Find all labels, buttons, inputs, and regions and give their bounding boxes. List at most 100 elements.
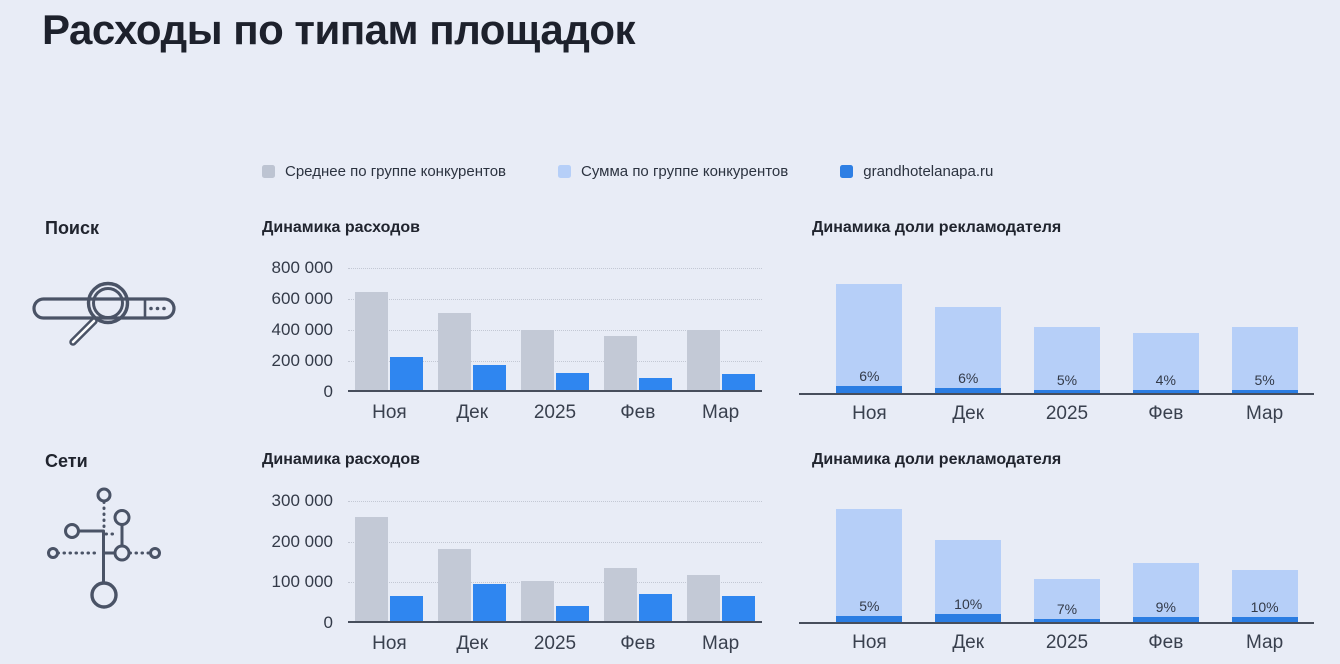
x-axis-label-2025: 2025	[533, 402, 577, 423]
x-axis-label-Дек: Дек	[456, 633, 489, 654]
bar-competitor-sum-Дек	[935, 306, 1002, 388]
y-axis-tick: 0	[323, 382, 333, 401]
y-axis-tick: 200 000	[271, 531, 333, 551]
advertiser-share-percent-Дек: 10%	[954, 595, 983, 612]
advertiser-share-percent-2025: 5%	[1056, 371, 1078, 388]
advertiser-share-percent-Фев: 9%	[1155, 598, 1176, 615]
page-title: Расходы по типам площадок	[42, 6, 636, 53]
x-axis-label-Мар: Мар	[702, 633, 740, 654]
legend-item-competitor-sum: Сумма по группе конкурентов	[558, 163, 788, 180]
x-axis-label-Мар: Мар	[702, 402, 740, 423]
x-axis-label-Фев: Фев	[620, 633, 656, 654]
x-axis-label-2025: 2025	[1045, 632, 1089, 653]
advertiser-share-percent-Мар: 10%	[1250, 598, 1279, 615]
bar-advertiser-share-2025	[1034, 619, 1100, 622]
x-axis-line	[799, 393, 1314, 395]
bar-competitor-sum-Ноя	[836, 284, 903, 387]
bar-competitor-average-Мар	[686, 575, 720, 621]
bar-competitor-sum-Ноя	[836, 509, 903, 617]
section-label-networks: Сети	[45, 451, 88, 471]
chart-title: Динамика расходов	[262, 451, 421, 468]
x-axis-line	[799, 622, 1314, 624]
bar-competitor-sum-Фев	[1132, 563, 1199, 617]
bar-competitor-average-2025	[521, 330, 554, 390]
legend-swatch-lightblue	[558, 165, 572, 178]
chart-title: Динамика доли рекламодателя	[812, 451, 1062, 468]
bar-advertiser-2025	[556, 606, 589, 621]
y-axis-tick: 600 000	[271, 289, 333, 308]
bar-competitor-sum-2025	[1034, 326, 1100, 390]
bar-competitor-average-Дек	[438, 313, 472, 390]
search-bar-icon	[32, 281, 176, 346]
legend-label: Сумма по группе конкурентов	[581, 163, 789, 180]
bar-advertiser-Дек	[473, 365, 507, 390]
x-axis-label-Фев: Фев	[620, 402, 656, 423]
bar-competitor-sum-2025	[1034, 579, 1100, 619]
chart-legend: Среднее по группе конкурентов Сумма по г…	[262, 163, 993, 180]
x-axis-label-Ноя: Ноя	[372, 402, 407, 423]
x-axis-label-Фев: Фев	[1148, 403, 1184, 424]
legend-swatch-blue	[840, 165, 854, 178]
y-axis-tick: 200 000	[271, 351, 333, 370]
bar-advertiser-Дек	[473, 583, 507, 621]
legend-swatch-gray	[262, 165, 275, 178]
bar-competitor-sum-Мар	[1231, 326, 1298, 390]
y-axis-tick: 300 000	[271, 491, 333, 510]
bar-advertiser-Ноя	[390, 357, 424, 390]
plot-area-search-expenses: 800 000 600 000 400 000 200 000 0 Ноя Дек 2025 Ф…	[272, 258, 762, 423]
legend-item-competitor-average: Среднее по группе конкурентов	[262, 163, 506, 180]
x-axis-label-2025: 2025	[533, 633, 577, 654]
plot-area-networks-share: 5% Ноя 10% Дек 7% 2025 9% Фев 10% Мар	[799, 503, 1314, 653]
bar-advertiser-2025	[556, 372, 589, 390]
x-axis-label-Мар: Мар	[1246, 632, 1284, 653]
bar-advertiser-share-Мар	[1231, 389, 1298, 393]
x-axis-label-Дек: Дек	[952, 632, 985, 653]
bar-competitor-sum-Фев	[1132, 333, 1199, 390]
x-axis-label-Ноя: Ноя	[852, 403, 887, 424]
x-axis-label-Мар: Мар	[1246, 403, 1284, 424]
bar-competitor-average-Фев	[603, 335, 637, 390]
x-axis-label-Дек: Дек	[456, 402, 489, 423]
chart-search-expenses: Динамика расходов 800 000 600 000 400 000 2…	[248, 216, 778, 426]
advertiser-share-percent-Фев: 4%	[1155, 372, 1176, 388]
bar-competitor-average-Мар	[686, 330, 720, 390]
gridline	[348, 541, 762, 543]
x-axis-label-2025: 2025	[1045, 403, 1089, 424]
bar-competitor-average-Дек	[438, 549, 472, 621]
bar-competitor-average-Ноя	[355, 292, 389, 390]
bar-competitor-average-Ноя	[355, 517, 389, 621]
section-label-search: Поиск	[45, 218, 100, 238]
x-axis-label-Ноя: Ноя	[852, 632, 887, 653]
advertiser-share-percent-Ноя: 5%	[859, 598, 880, 615]
chart-title: Динамика доли рекламодателя	[812, 219, 1062, 236]
y-axis-tick: 100 000	[271, 572, 333, 592]
y-axis-tick: 0	[323, 613, 333, 632]
bar-advertiser-Ноя	[390, 596, 424, 621]
y-axis-tick: 400 000	[271, 320, 333, 339]
bar-advertiser-share-Фев	[1132, 390, 1199, 393]
bar-advertiser-share-Ноя	[836, 386, 903, 393]
bar-advertiser-share-Ноя	[836, 616, 903, 622]
gridline	[348, 501, 762, 502]
chart-networks-share: Динамика доли рекламодателя 5% Ноя 10% Дек 7…	[799, 448, 1340, 660]
bar-advertiser-share-Фев	[1132, 616, 1199, 622]
bar-advertiser-Фев	[638, 593, 672, 621]
x-axis-label-Дек: Дек	[952, 403, 985, 424]
legend-item-advertiser: grandhotelanapa.ru	[840, 163, 993, 180]
network-icon	[47, 487, 161, 609]
chart-title: Динамика расходов	[262, 219, 421, 236]
bar-competitor-sum-Мар	[1231, 570, 1298, 617]
bar-competitor-sum-Дек	[935, 539, 1002, 614]
advertiser-share-percent-Ноя: 6%	[859, 368, 880, 385]
gridline	[348, 299, 762, 300]
bar-advertiser-Мар	[721, 373, 755, 390]
gridline	[348, 361, 762, 362]
x-axis-label-Ноя: Ноя	[372, 633, 407, 654]
bar-advertiser-Мар	[721, 596, 755, 621]
gridline	[348, 330, 762, 331]
bar-advertiser-share-Дек	[935, 387, 1002, 393]
advertiser-share-percent-Мар: 5%	[1254, 371, 1275, 388]
legend-label: grandhotelanapa.ru	[863, 163, 994, 180]
bar-advertiser-Фев	[638, 377, 672, 390]
advertiser-share-percent-2025: 7%	[1056, 601, 1078, 617]
